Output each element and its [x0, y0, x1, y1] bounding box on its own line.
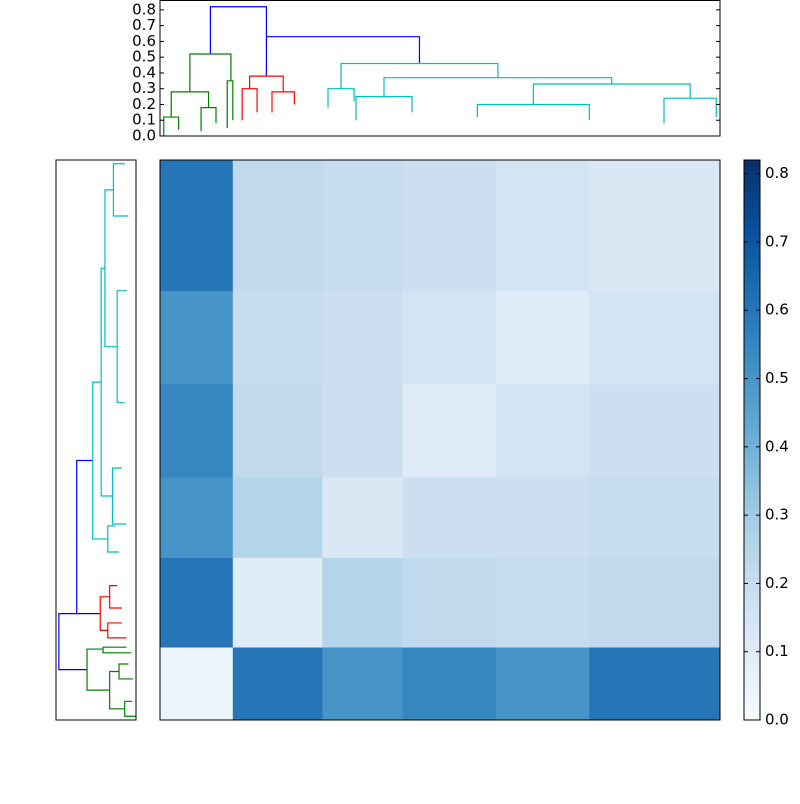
heatmap-cell	[402, 557, 497, 648]
heatmap-cell	[496, 160, 590, 291]
axes-frame	[159, 0, 721, 137]
dendrogram-link	[340, 62, 499, 89]
dendrogram-link	[265, 36, 421, 77]
heatmap-cell	[160, 290, 234, 385]
dendrogram-link	[189, 53, 232, 92]
heatmap-cell	[322, 160, 403, 291]
heatmap-cell	[496, 384, 590, 478]
dendrogram-link	[86, 648, 110, 691]
heatmap-cell	[589, 477, 721, 558]
heatmap-cell	[160, 477, 234, 558]
heatmap-cell	[402, 477, 497, 558]
dendrogram-link	[102, 646, 132, 654]
dendrogram-link	[327, 88, 355, 108]
colorbar-tick-label: 0.2	[765, 574, 789, 592]
heatmap-cell	[402, 290, 497, 385]
heatmap-cell	[589, 384, 721, 478]
axes-frame	[159, 159, 721, 721]
y-tick-label: 0.7	[132, 16, 156, 34]
heatmap-cell	[496, 647, 590, 721]
heatmap-cell	[402, 647, 497, 721]
dendrogram-link	[112, 163, 129, 217]
dendrogram-link	[200, 107, 217, 132]
y-tick-label: 0.1	[132, 111, 156, 129]
heatmap-cell	[160, 384, 234, 478]
heatmap-cell	[232, 290, 323, 385]
dendrogram-link	[241, 88, 258, 121]
dendrogram-link	[383, 77, 613, 97]
dendrogram-link	[163, 116, 180, 136]
heatmap-cell	[322, 477, 403, 558]
heatmap-cell	[322, 647, 403, 721]
heatmap-cell	[160, 160, 234, 291]
heatmap-cell	[160, 647, 234, 721]
y-tick-label: 0.2	[132, 95, 156, 113]
colorbar-tick-label: 0.6	[765, 301, 789, 319]
colorbar-tick-label: 0.4	[765, 437, 789, 455]
dendrogram-link	[226, 80, 234, 129]
dendrogram-link	[476, 103, 590, 121]
colorbar-tick-label: 0.0	[765, 711, 789, 729]
heatmap-cell	[232, 384, 323, 478]
heatmap-cell	[589, 557, 721, 648]
dendrogram-link	[663, 97, 717, 124]
dendrogram-link	[355, 95, 413, 121]
y-tick-label: 0.4	[132, 63, 156, 81]
y-tick-label: 0.6	[132, 32, 156, 50]
dendrogram-link	[107, 622, 127, 639]
heatmap-cell	[322, 290, 403, 385]
dendrogram-link	[100, 267, 113, 497]
dendrogram-link	[107, 525, 120, 553]
dendrogram-link	[99, 596, 110, 631]
y-tick-label: 0.0	[132, 127, 156, 145]
heatmap-cell	[322, 384, 403, 478]
heatmap-cell	[589, 647, 721, 721]
dendrogram-link	[271, 91, 295, 113]
dendrogram-link	[249, 75, 284, 92]
axes-frame	[55, 159, 137, 721]
colorbar-tick-label: 0.7	[765, 232, 789, 250]
colorbar-tick-label: 0.3	[765, 506, 789, 524]
heatmap-cell	[232, 647, 323, 721]
dendrogram-link	[118, 663, 134, 680]
heatmap-cell	[496, 290, 590, 385]
heatmap-cell	[402, 160, 497, 291]
dendrogram-link	[58, 613, 88, 671]
colorbar-tick-label: 0.8	[765, 164, 789, 182]
dendrogram-link	[170, 91, 210, 118]
dendrogram-link	[76, 459, 101, 615]
dendrogram-link	[104, 189, 118, 348]
dendrogram-link	[209, 6, 267, 55]
y-tick-label: 0.5	[132, 48, 156, 66]
heatmap-cell	[496, 477, 590, 558]
colorbar-tick-label: 0.5	[765, 369, 789, 387]
heatmap-cell	[160, 557, 234, 648]
y-tick-label: 0.3	[132, 79, 156, 97]
heatmap-cell	[232, 477, 323, 558]
dendrogram-link	[109, 585, 122, 609]
colorbar	[743, 159, 761, 721]
heatmap-cell	[322, 557, 403, 648]
heatmap-cell	[402, 384, 497, 478]
dendrogram-link	[532, 83, 691, 105]
heatmap-cell	[232, 160, 323, 291]
dendrogram-link	[124, 700, 136, 717]
heatmap-cell	[496, 557, 590, 648]
y-tick-label: 0.8	[132, 0, 156, 18]
colorbar-tick-label: 0.1	[765, 642, 789, 660]
dendrogram-link	[109, 670, 125, 710]
dendrogram-link	[116, 290, 127, 404]
heatmap-cell	[589, 290, 721, 385]
dendrogram-link	[92, 381, 108, 540]
heatmap-cell	[232, 557, 323, 648]
heatmap-cell	[589, 160, 721, 291]
dendrogram-link	[111, 467, 127, 525]
